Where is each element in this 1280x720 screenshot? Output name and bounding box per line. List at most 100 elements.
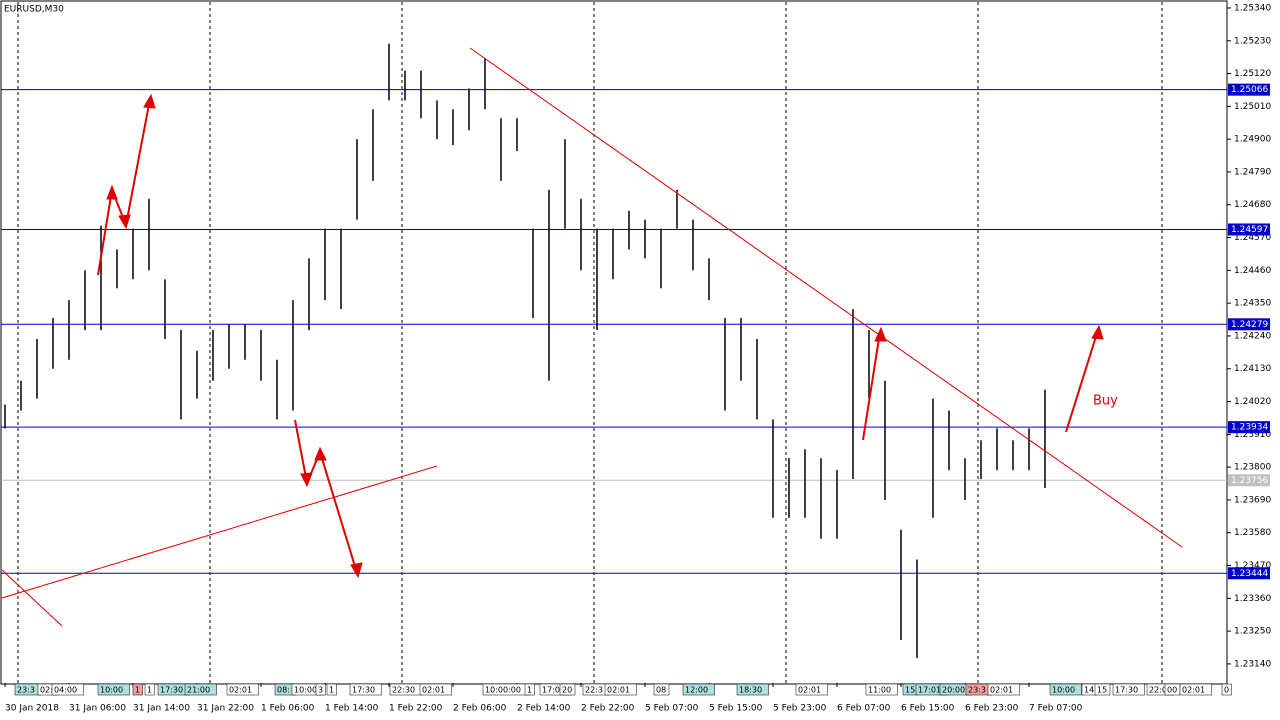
event-label: 3: [318, 686, 323, 695]
event-label: 18:30: [739, 686, 762, 695]
y-tick-label: 1.24240: [1234, 331, 1271, 341]
arrow-head: [314, 446, 327, 461]
event-label: 17:00: [542, 686, 565, 695]
event-marker: [736, 683, 769, 696]
event-marker: [144, 683, 155, 696]
event-label: 02:01: [798, 686, 821, 695]
arrow-head: [1091, 324, 1104, 340]
x-tick-label: 1 Feb 06:00: [261, 704, 315, 714]
y-tick-label: 1.24570: [1234, 233, 1271, 243]
arrow-head: [300, 472, 313, 488]
x-tick-label: 6 Feb 07:00: [837, 704, 891, 714]
arrow-head: [106, 184, 118, 200]
event-label: 1: [147, 686, 152, 695]
annotation: Buy: [1093, 394, 1118, 409]
level-tag: [1228, 318, 1270, 331]
x-tick-label: 6 Feb 23:00: [965, 704, 1019, 714]
event-label: 15: [1097, 686, 1107, 695]
event-label: 17:30: [1115, 686, 1138, 695]
y-tick-label: 1.25340: [1234, 3, 1271, 13]
event-label: 04:00: [54, 686, 77, 695]
y-tick-label: 1.25230: [1234, 36, 1271, 46]
y-tick-label: 1.24680: [1234, 200, 1271, 210]
event-label: 02:01: [990, 686, 1013, 695]
x-tick-label: 2 Feb 14:00: [517, 704, 571, 714]
event-label: 02:01: [229, 686, 252, 695]
event-marker: [419, 683, 452, 696]
level-tag: [1228, 421, 1270, 434]
y-tick-label: 1.25120: [1234, 69, 1271, 79]
trend-line: [1, 465, 438, 599]
y-tick-label: 1.23140: [1234, 659, 1271, 669]
event-label: 14: [1084, 686, 1094, 695]
event-label: 0: [1224, 686, 1229, 695]
event-marker: [653, 683, 670, 696]
event-marker: [97, 683, 130, 696]
x-tick-label: 31 Jan 22:00: [197, 704, 254, 714]
event-marker: [184, 683, 217, 696]
event-label: 17:30: [160, 686, 183, 695]
level-tag: [1228, 83, 1270, 96]
bid-tag: [1228, 474, 1270, 487]
event-marker: [349, 683, 382, 696]
x-tick-label: 1 Feb 22:00: [389, 704, 443, 714]
event-marker: [865, 683, 898, 696]
x-tick-label: 5 Feb 07:00: [645, 704, 699, 714]
event-marker: [1221, 683, 1232, 696]
arrow-head: [874, 326, 887, 342]
event-marker: [1179, 683, 1212, 696]
drawings: [1, 47, 1183, 627]
level-label: 1.25066: [1231, 85, 1268, 95]
event-label: 00: [1167, 686, 1177, 695]
arrow-path: [294, 419, 358, 574]
event-marker: [1112, 683, 1145, 696]
event-label: 23:3: [17, 686, 35, 695]
event-label: 08: [656, 686, 666, 695]
event-marker: [1049, 683, 1082, 696]
x-tick-label: 5 Feb 15:00: [709, 704, 763, 714]
y-tick-label: 1.24350: [1234, 299, 1271, 309]
event-label: 22:30: [392, 686, 415, 695]
event-marker: [315, 683, 326, 696]
x-tick-label: 31 Jan 06:00: [69, 704, 126, 714]
arrow-head: [118, 214, 131, 230]
event-marker: [559, 683, 576, 696]
arrow-head: [350, 562, 363, 579]
event-marker: [795, 683, 828, 696]
event-label: 23:3: [968, 686, 986, 695]
level-label: 1.23444: [1231, 569, 1268, 579]
event-label: 02:01: [1182, 686, 1205, 695]
event-label: 10:00: [100, 686, 123, 695]
event-marker: [682, 683, 715, 696]
event-marker: [1094, 683, 1111, 696]
x-tick-label: 2 Feb 22:00: [581, 704, 635, 714]
x-tick-label: 6 Feb 15:00: [901, 704, 955, 714]
x-tick-label: 2 Feb 06:00: [453, 704, 507, 714]
x-tick-label: 7 Feb 07:00: [1029, 704, 1083, 714]
event-label: 12:00: [685, 686, 708, 695]
y-tick-label: 1.23360: [1234, 594, 1271, 604]
event-label: 10:00: [294, 686, 317, 695]
level-tag: [1228, 223, 1270, 236]
event-marker: [326, 683, 337, 696]
x-tick-label: 5 Feb 23:00: [773, 704, 827, 714]
event-label: 22:0: [1149, 686, 1167, 695]
event-label: 22:3: [585, 686, 603, 695]
level-label: 1.24279: [1231, 320, 1268, 330]
event-label: 02:01: [422, 686, 445, 695]
arrow-path: [1065, 329, 1099, 433]
y-tick-label: 1.23800: [1234, 463, 1271, 473]
event-label: 02:01: [607, 686, 630, 695]
event-label: 1: [527, 686, 532, 695]
y-tick-label: 1.23690: [1234, 495, 1271, 505]
y-tick-label: 1.24900: [1234, 135, 1271, 145]
trend-line: [1, 569, 63, 627]
level-tag: [1228, 567, 1270, 580]
arrow-path: [862, 331, 881, 441]
event-label: 21:00: [187, 686, 210, 695]
event-marker: [604, 683, 637, 696]
event-label: 20: [562, 686, 572, 695]
event-marker: [987, 683, 1020, 696]
arrow-path: [97, 98, 151, 276]
level-label: 1.24597: [1231, 225, 1268, 235]
